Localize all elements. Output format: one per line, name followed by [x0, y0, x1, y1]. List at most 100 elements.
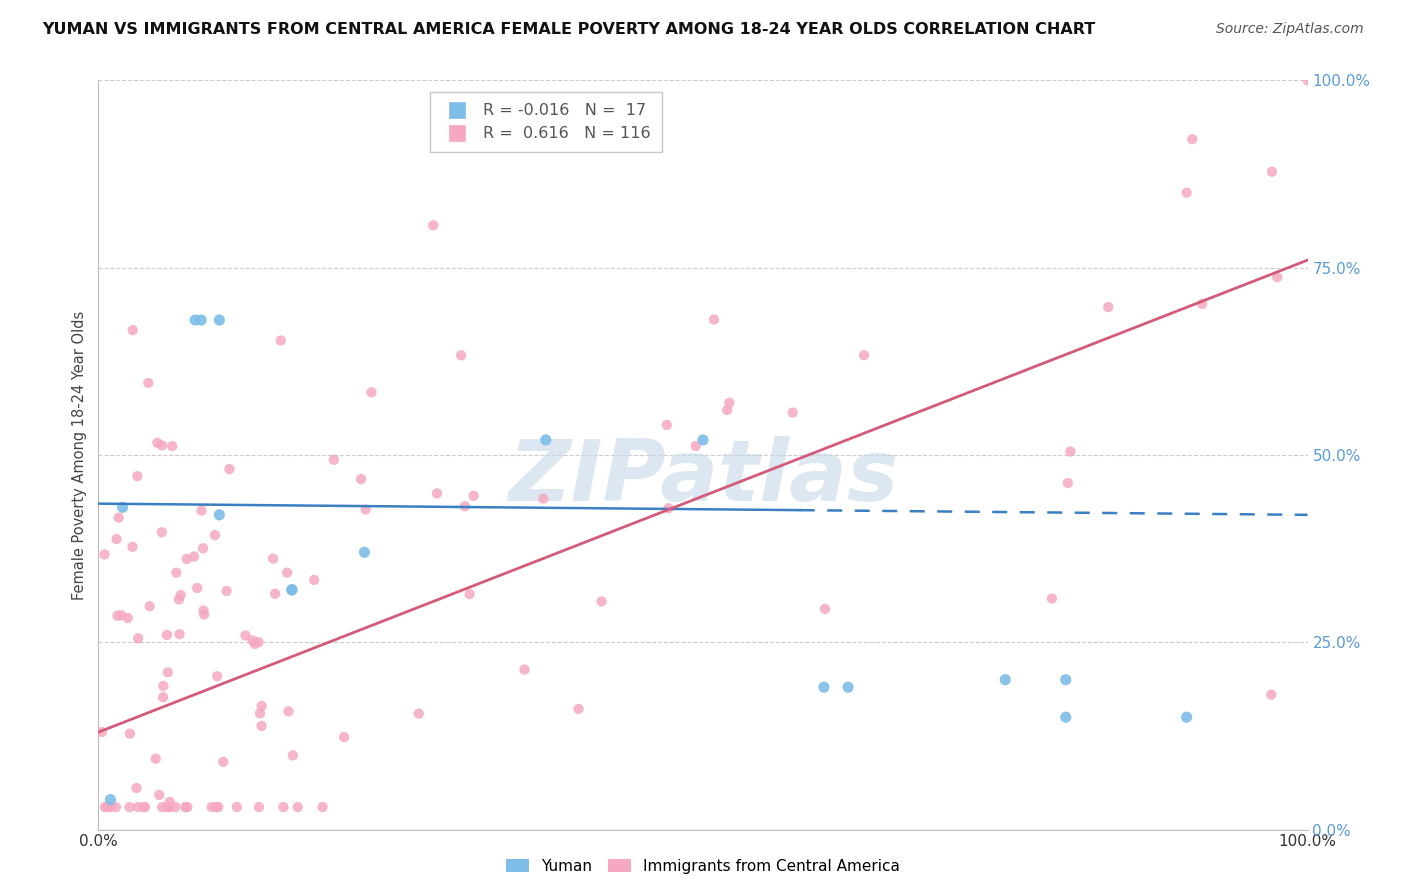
- Point: [204, 528, 226, 542]
- Point: [134, 800, 156, 814]
- Point: [1175, 710, 1198, 724]
- Point: [450, 348, 472, 362]
- Point: [264, 587, 287, 601]
- Point: [718, 396, 741, 410]
- Point: [156, 800, 179, 814]
- Point: [422, 219, 444, 233]
- Point: [1296, 73, 1319, 87]
- Point: [100, 800, 122, 814]
- Point: [247, 635, 270, 649]
- Point: [281, 582, 304, 597]
- Point: [287, 800, 309, 814]
- Point: [837, 680, 859, 694]
- Point: [176, 800, 198, 814]
- Point: [273, 800, 295, 814]
- Point: [360, 385, 382, 400]
- Point: [190, 313, 212, 327]
- Point: [107, 608, 129, 623]
- Point: [657, 501, 679, 516]
- Point: [1181, 132, 1204, 146]
- Point: [281, 582, 304, 597]
- Point: [212, 755, 235, 769]
- Y-axis label: Female Poverty Among 18-24 Year Olds: Female Poverty Among 18-24 Year Olds: [72, 310, 87, 599]
- Point: [458, 587, 481, 601]
- Point: [463, 489, 485, 503]
- Point: [110, 608, 132, 623]
- Point: [165, 800, 187, 814]
- Point: [121, 323, 143, 337]
- Point: [167, 592, 190, 607]
- Point: [813, 680, 835, 694]
- Point: [226, 800, 249, 814]
- Point: [1054, 710, 1077, 724]
- Point: [242, 633, 264, 648]
- Point: [1175, 186, 1198, 200]
- Point: [127, 469, 149, 483]
- Legend: Yuman, Immigrants from Central America: Yuman, Immigrants from Central America: [501, 853, 905, 880]
- Point: [150, 525, 173, 540]
- Point: [186, 581, 208, 595]
- Point: [350, 472, 373, 486]
- Point: [205, 669, 228, 683]
- Point: [782, 406, 804, 420]
- Point: [138, 599, 160, 614]
- Point: [1040, 591, 1063, 606]
- Point: [127, 800, 149, 814]
- Point: [1056, 476, 1078, 491]
- Point: [156, 628, 179, 642]
- Point: [156, 665, 179, 680]
- Point: [176, 552, 198, 566]
- Point: [157, 800, 180, 814]
- Legend: R = -0.016   N =  17, R =  0.616   N = 116: R = -0.016 N = 17, R = 0.616 N = 116: [430, 92, 662, 153]
- Point: [118, 800, 141, 814]
- Point: [207, 800, 229, 814]
- Point: [190, 503, 212, 517]
- Point: [146, 435, 169, 450]
- Point: [104, 800, 127, 814]
- Point: [333, 730, 356, 744]
- Point: [201, 800, 224, 814]
- Point: [127, 632, 149, 646]
- Text: ZIPatlas: ZIPatlas: [508, 436, 898, 519]
- Point: [655, 417, 678, 432]
- Point: [145, 752, 167, 766]
- Point: [250, 698, 273, 713]
- Point: [165, 566, 187, 580]
- Point: [243, 637, 266, 651]
- Point: [121, 540, 143, 554]
- Point: [270, 334, 292, 348]
- Point: [184, 313, 207, 327]
- Point: [1260, 688, 1282, 702]
- Point: [302, 573, 325, 587]
- Point: [276, 566, 298, 580]
- Point: [1191, 297, 1213, 311]
- Point: [277, 704, 299, 718]
- Point: [125, 780, 148, 795]
- Point: [1261, 165, 1284, 179]
- Point: [136, 376, 159, 390]
- Point: [716, 403, 738, 417]
- Point: [1054, 673, 1077, 687]
- Point: [322, 452, 344, 467]
- Point: [247, 800, 270, 814]
- Point: [249, 706, 271, 721]
- Point: [111, 500, 134, 515]
- Point: [169, 627, 191, 641]
- Point: [250, 719, 273, 733]
- Point: [853, 348, 876, 362]
- Point: [132, 800, 155, 814]
- Point: [426, 486, 449, 500]
- Point: [703, 312, 725, 326]
- Point: [567, 702, 589, 716]
- Point: [159, 795, 181, 809]
- Point: [169, 588, 191, 602]
- Point: [152, 679, 174, 693]
- Point: [262, 551, 284, 566]
- Point: [205, 800, 228, 814]
- Point: [208, 508, 231, 522]
- Point: [100, 792, 122, 806]
- Point: [160, 439, 183, 453]
- Point: [218, 462, 240, 476]
- Point: [215, 584, 238, 599]
- Point: [118, 726, 141, 740]
